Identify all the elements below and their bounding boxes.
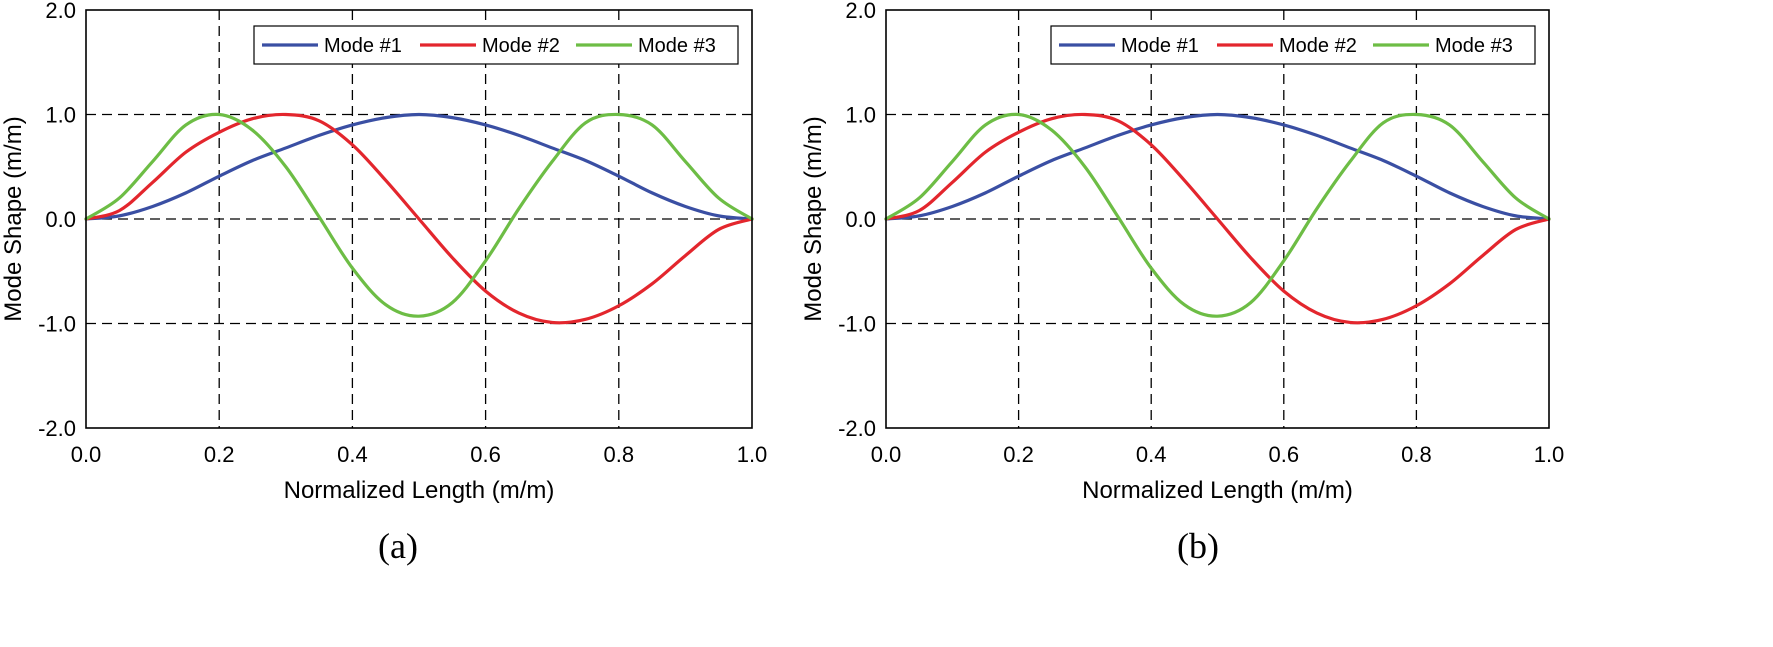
series-lines: [884, 112, 1551, 325]
legend-item-mode-1: Mode #1: [262, 35, 402, 57]
series-line-mode-1: [84, 112, 754, 221]
x-tick-label: 0.2: [204, 442, 235, 467]
y-axis-label: Mode Shape (m/m): [0, 116, 27, 321]
grid: [86, 10, 752, 428]
y-tick-label: -2.0: [838, 416, 876, 441]
plot-frame: [85, 9, 753, 429]
panel-caption: (b): [1177, 526, 1219, 566]
legend-item-mode-2: Mode #2: [1217, 35, 1357, 57]
chart-panel-a: 0.0 0.2 0.4 0.6 0.8 1.0 2.0 1.0 0.0 -1.0 -2.0 Norma…: [0, 0, 767, 566]
tick-labels: 0.0 0.2 0.4 0.6 0.8 1.0 2.0 1.0 0.0 -1.0 -2.0: [38, 0, 767, 467]
legend-item-mode-1: Mode #1: [1059, 35, 1199, 57]
series-line-mode-2: [884, 112, 1551, 325]
legend-label-mode-3: Mode #3: [638, 35, 716, 57]
x-tick-label: 0.6: [470, 442, 501, 467]
legend-box: [1050, 25, 1536, 65]
series-lines: [84, 112, 754, 325]
x-axis-label: Normalized Length (m/m): [1082, 477, 1353, 504]
legend-item-mode-2: Mode #2: [420, 35, 560, 57]
legend-label-mode-2: Mode #2: [1279, 35, 1357, 57]
legend-item-mode-3: Mode #3: [1373, 35, 1513, 57]
x-tick-label: 0.0: [71, 442, 102, 467]
grid: [886, 10, 1549, 428]
legend-label-mode-2: Mode #2: [482, 35, 560, 57]
y-tick-label: 2.0: [845, 0, 876, 23]
x-tick-label: 0.4: [1136, 442, 1167, 467]
series-line-mode-3: [84, 112, 754, 318]
legend-box: [253, 25, 739, 65]
y-tick-label: -2.0: [38, 416, 76, 441]
legend-label-mode-3: Mode #3: [1435, 35, 1513, 57]
legend-label-mode-1: Mode #1: [1121, 35, 1199, 57]
x-tick-label: 0.0: [871, 442, 902, 467]
x-tick-label: 1.0: [737, 442, 768, 467]
chart-panel-b: 0.0 0.2 0.4 0.6 0.8 1.0 2.0 1.0 0.0 -1.0 -2.0 Norma…: [800, 0, 1564, 566]
x-tick-label: 0.6: [1269, 442, 1300, 467]
panel-caption: (a): [378, 526, 418, 566]
x-tick-label: 0.8: [604, 442, 635, 467]
y-tick-label: -1.0: [838, 312, 876, 337]
legend: Mode #1 Mode #2 Mode #3: [1050, 25, 1536, 65]
y-axis-label: Mode Shape (m/m): [800, 116, 827, 321]
y-tick-label: 0.0: [845, 207, 876, 232]
x-tick-label: 1.0: [1534, 442, 1565, 467]
y-tick-label: 1.0: [845, 103, 876, 128]
series-line-mode-1: [884, 112, 1551, 221]
series-line-mode-3: [884, 112, 1551, 318]
legend-item-mode-3: Mode #3: [576, 35, 716, 57]
x-tick-label: 0.4: [337, 442, 368, 467]
tick-labels: 0.0 0.2 0.4 0.6 0.8 1.0 2.0 1.0 0.0 -1.0 -2.0: [838, 0, 1564, 467]
x-tick-label: 0.2: [1003, 442, 1034, 467]
x-axis-label: Normalized Length (m/m): [284, 477, 555, 504]
x-tick-label: 0.8: [1401, 442, 1432, 467]
y-tick-label: 0.0: [45, 207, 76, 232]
y-tick-label: 1.0: [45, 103, 76, 128]
y-tick-label: -1.0: [38, 312, 76, 337]
legend: Mode #1 Mode #2 Mode #3: [253, 25, 739, 65]
y-tick-label: 2.0: [45, 0, 76, 23]
series-line-mode-2: [84, 112, 754, 325]
legend-label-mode-1: Mode #1: [324, 35, 402, 57]
plot-frame: [885, 9, 1550, 429]
